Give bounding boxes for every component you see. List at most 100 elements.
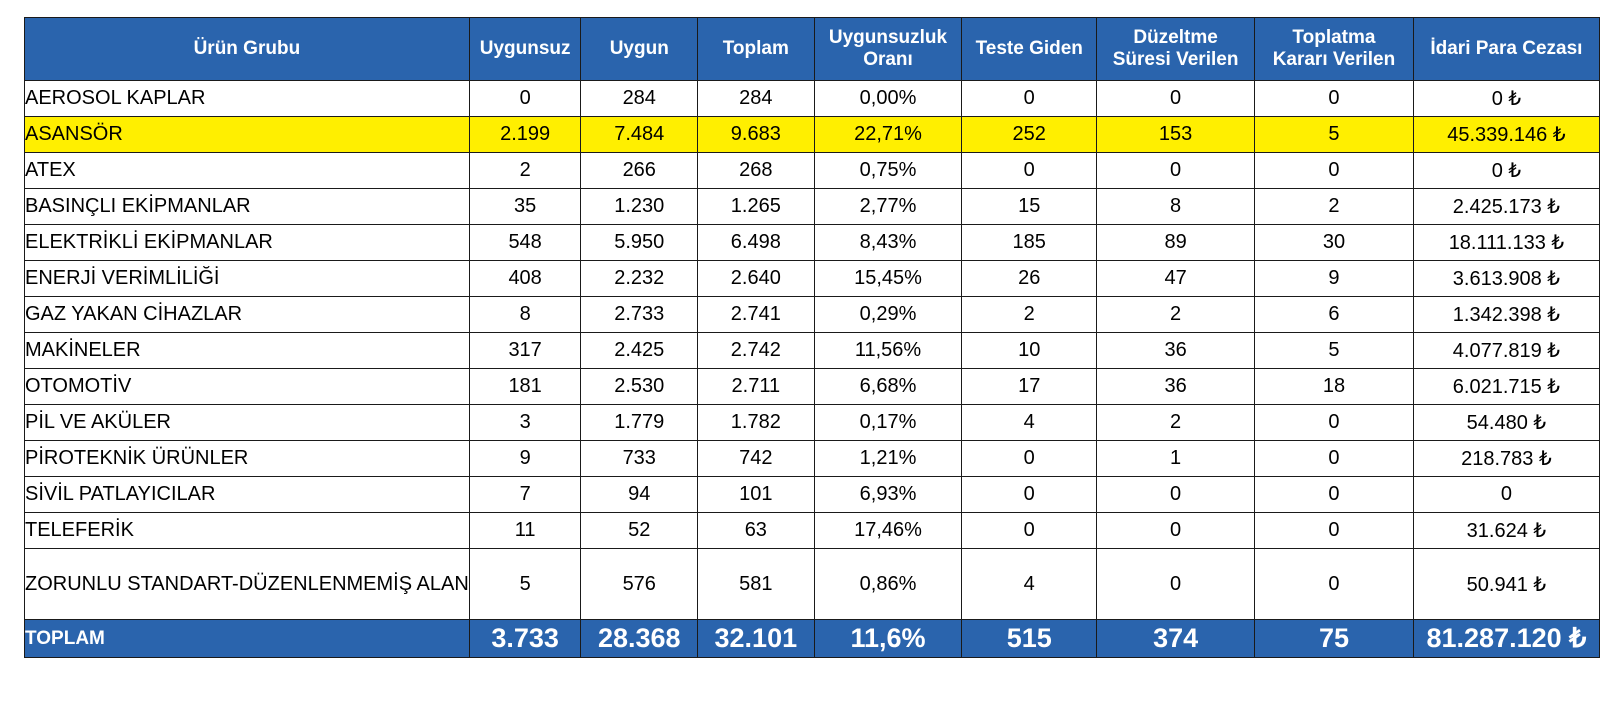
cell-duzeltme: 0 (1096, 80, 1256, 117)
cell-idari-para-cezasi: 0 ₺ (1412, 152, 1600, 189)
cell-duzeltme: 0 (1096, 548, 1256, 620)
cell-toplatma: 9 (1254, 260, 1414, 297)
cell-toplam: 63 (697, 512, 815, 549)
table-row: ASANSÖR 2.199 7.484 9.683 22,71% 252 153 5 45.33… (24, 116, 1600, 153)
cell-uygun: 5.950 (580, 224, 699, 261)
cell-teste-giden: 17 (961, 368, 1098, 405)
cell-teste-giden: 0 (961, 80, 1098, 117)
table-row: MAKİNELER 317 2.425 2.742 11,56% 10 36 5 4.077.8… (24, 332, 1600, 369)
cell-uygunsuz: 408 (468, 260, 582, 297)
total-oran: 11,6% (813, 619, 963, 658)
cell-teste-giden: 4 (961, 404, 1098, 441)
cell-idari-para-cezasi: 3.613.908 ₺ (1412, 260, 1600, 297)
header-uygun: Uygun (580, 17, 699, 81)
cell-oran: 0,00% (813, 80, 963, 117)
cell-uygunsuz: 11 (468, 512, 582, 549)
cell-uygun: 266 (580, 152, 699, 189)
table-row: PİROTEKNİK ÜRÜNLER 9 733 742 1,21% 0 1 0 218.783… (24, 440, 1600, 477)
cell-urun-grubu: PİL VE AKÜLER (24, 404, 470, 441)
total-toplatma: 75 (1254, 619, 1414, 658)
cell-oran: 17,46% (813, 512, 963, 549)
cell-uygun: 2.232 (580, 260, 699, 297)
header-idari-para-cezasi: İdari Para Cezası (1412, 17, 1600, 81)
cell-toplatma: 0 (1254, 80, 1414, 117)
cell-toplatma: 6 (1254, 296, 1414, 333)
cell-teste-giden: 2 (961, 296, 1098, 333)
cell-toplam: 581 (697, 548, 815, 620)
cell-uygunsuz: 9 (468, 440, 582, 477)
cell-toplatma: 0 (1254, 548, 1414, 620)
cell-oran: 1,21% (813, 440, 963, 477)
cell-duzeltme: 47 (1096, 260, 1256, 297)
cell-duzeltme: 1 (1096, 440, 1256, 477)
cell-urun-grubu: AEROSOL KAPLAR (24, 80, 470, 117)
cell-toplam: 2.640 (697, 260, 815, 297)
cell-duzeltme: 0 (1096, 152, 1256, 189)
cell-idari-para-cezasi: 18.111.133 ₺ (1412, 224, 1600, 261)
cell-oran: 22,71% (813, 116, 963, 153)
cell-toplam: 1.782 (697, 404, 815, 441)
table-row: GAZ YAKAN CİHAZLAR 8 2.733 2.741 0,29% 2 2 6 1.3… (24, 296, 1600, 333)
table-row: SİVİL PATLAYICILAR 7 94 101 6,93% 0 0 0 0 (24, 476, 1600, 513)
cell-uygunsuz: 8 (468, 296, 582, 333)
cell-uygunsuz: 5 (468, 548, 582, 620)
cell-idari-para-cezasi: 45.339.146 ₺ (1412, 116, 1600, 153)
cell-oran: 11,56% (813, 332, 963, 369)
cell-teste-giden: 0 (961, 152, 1098, 189)
header-row: Ürün Grubu Uygunsuz Uygun Toplam Uygunsu… (24, 17, 1600, 81)
cell-urun-grubu: PİROTEKNİK ÜRÜNLER (24, 440, 470, 477)
header-toplam: Toplam (697, 17, 815, 81)
cell-uygun: 733 (580, 440, 699, 477)
cell-urun-grubu: BASINÇLI EKİPMANLAR (24, 188, 470, 225)
total-duzeltme: 374 (1096, 619, 1256, 658)
cell-toplatma: 30 (1254, 224, 1414, 261)
cell-urun-grubu: SİVİL PATLAYICILAR (24, 476, 470, 513)
cell-oran: 8,43% (813, 224, 963, 261)
cell-idari-para-cezasi: 0 ₺ (1412, 80, 1600, 117)
cell-uygunsuz: 35 (468, 188, 582, 225)
cell-uygunsuz: 2.199 (468, 116, 582, 153)
cell-urun-grubu: ATEX (24, 152, 470, 189)
table-row: BASINÇLI EKİPMANLAR 35 1.230 1.265 2,77% 15 8 2… (24, 188, 1600, 225)
cell-uygun: 576 (580, 548, 699, 620)
cell-idari-para-cezasi: 31.624 ₺ (1412, 512, 1600, 549)
cell-toplam: 268 (697, 152, 815, 189)
cell-urun-grubu: ASANSÖR (24, 116, 470, 153)
cell-idari-para-cezasi: 1.342.398 ₺ (1412, 296, 1600, 333)
cell-uygunsuz: 181 (468, 368, 582, 405)
cell-oran: 0,86% (813, 548, 963, 620)
cell-uygun: 2.530 (580, 368, 699, 405)
table-row: TELEFERİK 11 52 63 17,46% 0 0 0 31.624 ₺ (24, 512, 1600, 549)
cell-duzeltme: 8 (1096, 188, 1256, 225)
header-uygunsuzluk-orani: Uygunsuzluk Oranı (813, 17, 963, 81)
cell-toplam: 284 (697, 80, 815, 117)
cell-uygun: 94 (580, 476, 699, 513)
cell-idari-para-cezasi: 0 (1412, 476, 1600, 513)
cell-oran: 15,45% (813, 260, 963, 297)
cell-toplatma: 2 (1254, 188, 1414, 225)
cell-oran: 0,17% (813, 404, 963, 441)
cell-toplatma: 0 (1254, 152, 1414, 189)
table-row: ATEX 2 266 268 0,75% 0 0 0 0 ₺ (24, 152, 1600, 189)
cell-oran: 6,93% (813, 476, 963, 513)
cell-teste-giden: 26 (961, 260, 1098, 297)
cell-toplatma: 18 (1254, 368, 1414, 405)
cell-toplam: 1.265 (697, 188, 815, 225)
cell-oran: 6,68% (813, 368, 963, 405)
cell-teste-giden: 0 (961, 440, 1098, 477)
cell-urun-grubu: GAZ YAKAN CİHAZLAR (24, 296, 470, 333)
cell-duzeltme: 89 (1096, 224, 1256, 261)
cell-toplatma: 0 (1254, 440, 1414, 477)
cell-duzeltme: 2 (1096, 296, 1256, 333)
cell-toplatma: 5 (1254, 116, 1414, 153)
table-row: AEROSOL KAPLAR 0 284 284 0,00% 0 0 0 0 ₺ (24, 80, 1600, 117)
cell-uygunsuz: 317 (468, 332, 582, 369)
cell-urun-grubu: OTOMOTİV (24, 368, 470, 405)
cell-uygunsuz: 7 (468, 476, 582, 513)
cell-toplam: 742 (697, 440, 815, 477)
cell-uygun: 52 (580, 512, 699, 549)
table-row: OTOMOTİV 181 2.530 2.711 6,68% 17 36 18 6.021.71… (24, 368, 1600, 405)
header-toplatma-karari-verilen: Toplatma Kararı Verilen (1254, 17, 1414, 81)
header-uygunsuz: Uygunsuz (468, 17, 582, 81)
cell-idari-para-cezasi: 6.021.715 ₺ (1412, 368, 1600, 405)
